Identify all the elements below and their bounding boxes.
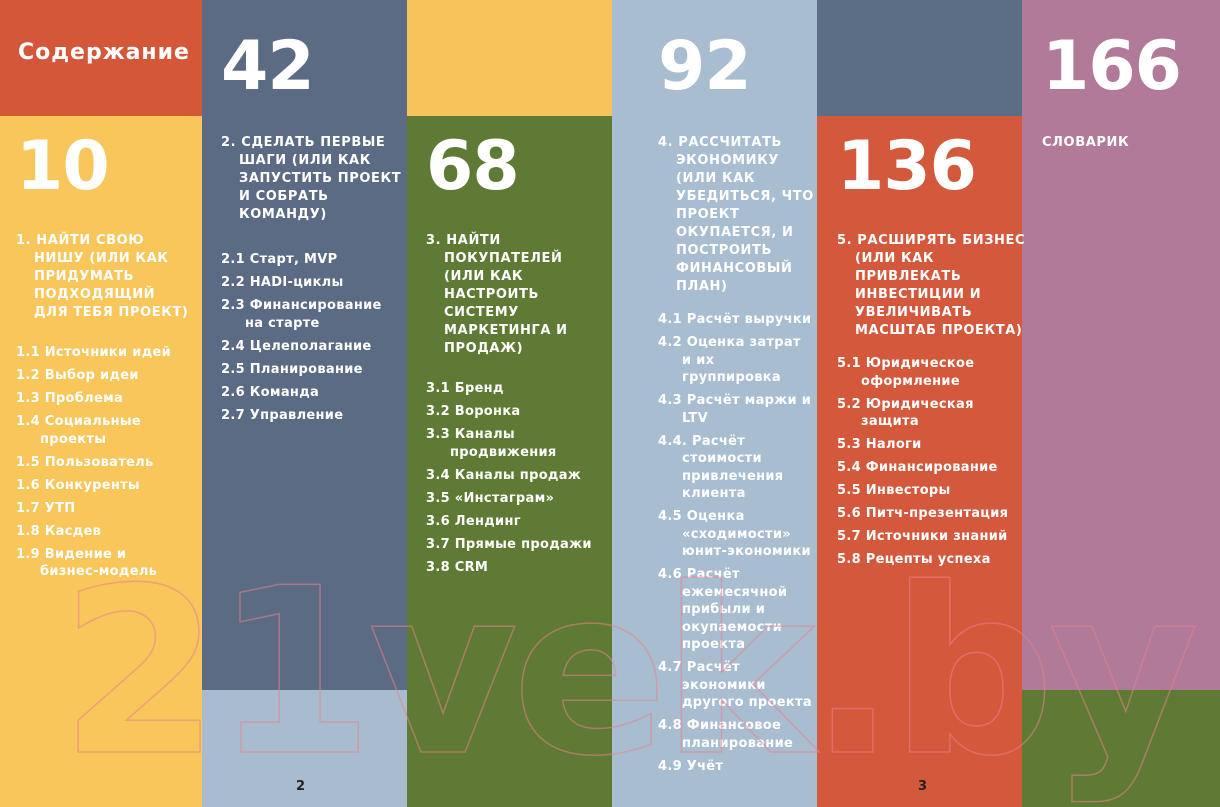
section-items: 5.1 Юридическое оформление 5.2 Юридическа…: [837, 355, 1013, 574]
section-item: 3.8 CRM: [426, 559, 489, 575]
section-heading: 5. РАСШИРЯТЬ БИЗНЕС (ИЛИ КАК ПРИВЛЕКАТЬ …: [837, 233, 1026, 338]
section-item: 1.1 Источники идей: [16, 345, 172, 360]
section-item: 1.2 Выбор идеи: [16, 368, 139, 383]
section-page: 136: [837, 127, 977, 206]
section-page: 42: [221, 27, 315, 106]
section-heading: 3. НАЙТИ ПОКУПАТЕЛЕЙ (ИЛИ КАК НАСТРОИТЬ …: [426, 233, 568, 356]
section-heading: 1. НАЙТИ СВОЮ НИШУ (ИЛИ КАК ПРИДУМАТЬ ПО…: [16, 233, 189, 320]
section-item: 4.6 Расчёт ежемесячной прибыли и окупаем…: [658, 567, 788, 652]
bg: [407, 0, 612, 116]
bg: [0, 0, 202, 116]
section-item: 3.7 Прямые продажи: [426, 536, 592, 552]
section-item: 1.7 УТП: [16, 500, 76, 516]
section-item: 5.2 Юридическая защита: [837, 396, 974, 430]
section-item: 3.2 Воронка: [426, 404, 521, 419]
section-item: 2.7 Управление: [221, 407, 344, 423]
section-item: 4.5 Оценка «сходимости» юнит-экономики: [658, 509, 811, 559]
bg: [202, 0, 407, 690]
page-number: 2: [296, 779, 306, 794]
section-item: 5.3 Налоги: [837, 437, 922, 452]
bg: [0, 116, 202, 807]
section-items: 2.1 Старт, MVP 2.2 HADI-циклы 2.3 Финансир…: [221, 251, 397, 430]
section-page: 92: [658, 27, 752, 106]
bg: [817, 0, 1022, 116]
section-item: 1.8 Касдев: [16, 523, 102, 539]
section-item: 1.6 Конкуренты: [16, 477, 140, 493]
section-item: 4.9 Учёт: [658, 758, 724, 774]
section-heading: 4. РАССЧИТАТЬ ЭКОНОМИКУ (ИЛИ КАК УБЕДИТЬ…: [658, 135, 814, 294]
section-item: 5.1 Юридическое оформление: [837, 356, 975, 389]
section-item: 2.2 HADI-циклы: [221, 275, 344, 290]
section-item: 3.4 Каналы продаж: [426, 467, 582, 483]
section-item: 1.4 Социальные проекты: [16, 414, 142, 447]
page-number: 3: [918, 779, 928, 794]
section-item: 4.2 Оценка затрат и их группировка: [658, 335, 801, 385]
section-item: 5.5 Инвесторы: [837, 483, 951, 498]
section-item: 1.9 Видение и бизнес-модель: [16, 546, 158, 580]
section-item: 2.4 Целеполагание: [221, 338, 372, 354]
section-item: 5.8 Рецепты успеха: [837, 552, 991, 567]
bg: [202, 690, 407, 807]
section-item: 3.6 Лендинг: [426, 513, 521, 529]
section-item: 4.3 Расчёт маржи и LTV: [658, 393, 812, 426]
bg: [817, 116, 1022, 807]
section-item: 2.1 Старт, MVP: [221, 252, 338, 267]
section-items: 1.1 Источники идей 1.2 Выбор идеи 1.3 Проб…: [16, 344, 186, 586]
section-item: 4.1 Расчёт выручки: [658, 312, 812, 327]
section-item: 3.1 Бренд: [426, 381, 504, 396]
title: Содержание: [18, 40, 190, 65]
section-page: 166: [1042, 27, 1182, 106]
section-item: 3.5 «Инстаграм»: [426, 490, 555, 506]
section-item: 3.3 Каналы продвижения: [426, 427, 557, 460]
bg: [1022, 0, 1220, 690]
section-item: 4.7 Расчёт экономики другого проекта: [658, 660, 812, 710]
section-items: 4.1 Расчёт выручки 4.2 Оценка затрат и их…: [658, 311, 814, 781]
section-items: 3.1 Бренд 3.2 Воронка 3.3 Каналы продвижен…: [426, 380, 602, 582]
section-item: 5.6 Питч-презентация: [837, 506, 1009, 521]
section-item: 2.3 Финансирование на старте: [221, 298, 382, 331]
section-item: 1.3 Проблема: [16, 391, 124, 406]
section-item: 5.4 Финансирование: [837, 460, 998, 475]
section-heading: СЛОВАРИК: [1042, 135, 1130, 150]
section-item: 4.8 Финансовое планирование: [658, 718, 794, 751]
section-item: 2.5 Планирование: [221, 361, 363, 377]
bg: [407, 116, 612, 807]
section-heading: 2. СДЕЛАТЬ ПЕРВЫЕ ШАГИ (ИЛИ КАК ЗАПУСТИТ…: [221, 135, 402, 222]
section-item: 4.4. Расчёт стоимости привлечения клиент…: [658, 433, 784, 502]
section-page: 10: [16, 127, 110, 206]
section-item: 2.6 Команда: [221, 384, 320, 400]
bg: [1022, 690, 1220, 807]
watermark: 21vek.by: [59, 539, 1199, 807]
bg: [612, 0, 817, 807]
section-item: 5.7 Источники знаний: [837, 529, 1008, 544]
section-item: 1.5 Пользователь: [16, 454, 154, 470]
section-page: 68: [426, 127, 520, 206]
